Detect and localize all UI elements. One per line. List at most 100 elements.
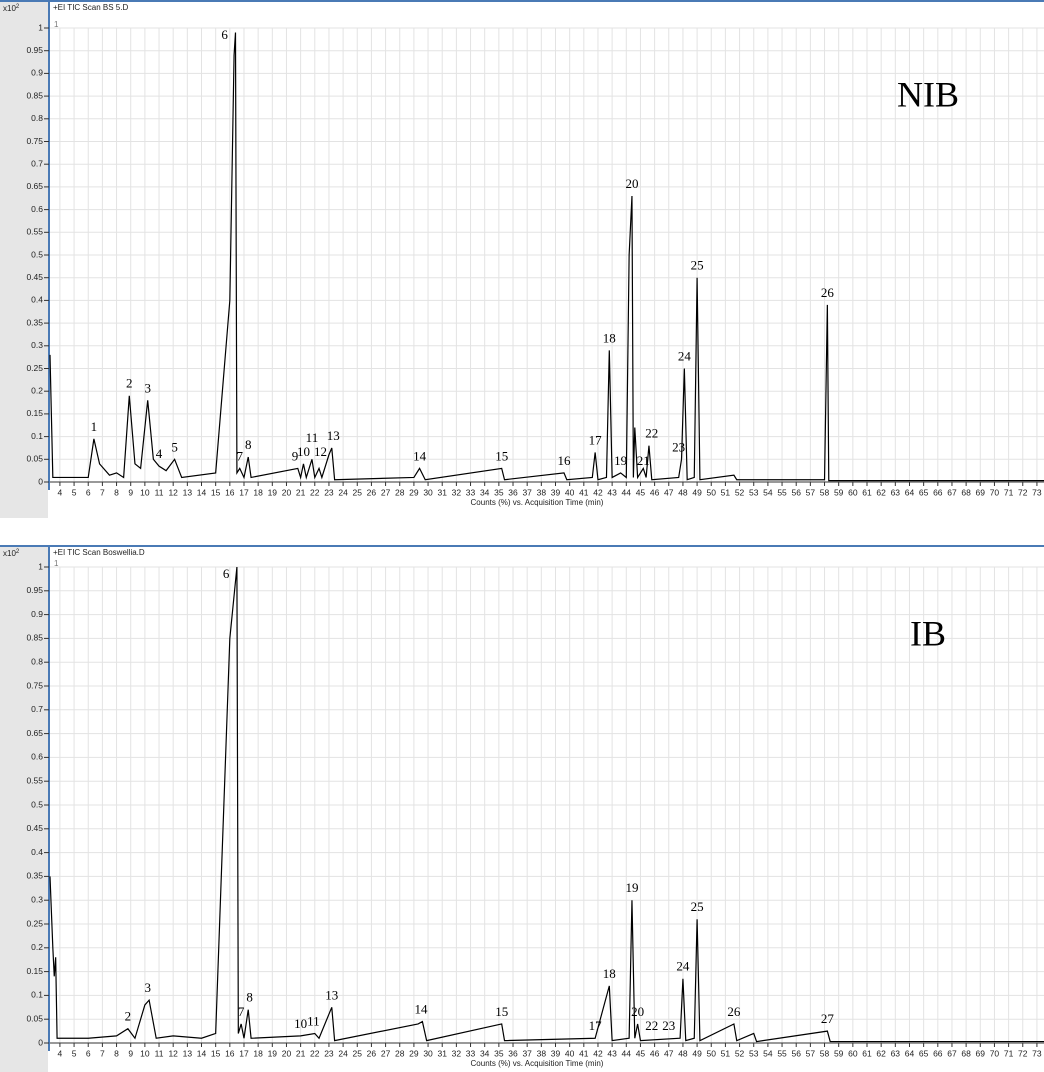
x-tick-label: 71 <box>1004 487 1014 497</box>
x-tick-label: 62 <box>876 1048 886 1058</box>
x-tick-label: 47 <box>664 1048 674 1058</box>
y-tick-label: 0.2 <box>31 385 43 395</box>
x-tick-label: 48 <box>678 1048 688 1058</box>
x-tick-label: 36 <box>508 1048 518 1058</box>
x-tick-label: 68 <box>961 487 971 497</box>
x-tick-label: 9 <box>128 1048 133 1058</box>
x-tick-label: 16 <box>225 1048 235 1058</box>
x-tick-label: 30 <box>423 1048 433 1058</box>
x-tick-label: 45 <box>636 1048 646 1058</box>
x-tick-label: 50 <box>707 1048 717 1058</box>
x-tick-label: 34 <box>480 1048 490 1058</box>
x-tick-label: 51 <box>721 1048 731 1058</box>
x-tick-label: 59 <box>834 487 844 497</box>
x-tick-label: 21 <box>296 487 306 497</box>
x-tick-label: 53 <box>749 487 759 497</box>
x-tick-label: 11 <box>155 1048 164 1058</box>
x-tick-label: 54 <box>763 1048 773 1058</box>
peak-label: 2 <box>126 376 133 391</box>
x-tick-label: 49 <box>692 1048 702 1058</box>
peak-label: 18 <box>603 966 616 981</box>
y-tick-label: 0.2 <box>31 942 43 952</box>
scan-header: +EI TIC Scan Boswellia.D <box>53 548 145 557</box>
x-tick-label: 20 <box>282 487 292 497</box>
x-tick-label: 26 <box>367 487 377 497</box>
x-tick-label: 61 <box>862 487 872 497</box>
y-tick-label: 0.1 <box>31 431 43 441</box>
scale-label-exponent: 2 <box>16 549 20 555</box>
y-tick-label: 0.95 <box>26 585 43 595</box>
x-tick-label: 60 <box>848 487 858 497</box>
peak-label: 12 <box>314 444 327 459</box>
x-tick-label: 24 <box>338 487 348 497</box>
x-tick-label: 22 <box>310 1048 320 1058</box>
x-tick-label: 35 <box>494 487 504 497</box>
peak-label: 6 <box>223 566 230 581</box>
x-tick-label: 57 <box>806 487 816 497</box>
x-tick-label: 59 <box>834 1048 844 1058</box>
x-tick-label: 64 <box>905 487 915 497</box>
x-tick-label: 14 <box>197 1048 207 1058</box>
x-tick-label: 40 <box>565 487 575 497</box>
peak-label: 20 <box>625 176 638 191</box>
x-tick-label: 55 <box>777 1048 787 1058</box>
chromatogram-panel: 0 0.05 0.1 0.15 0.2 0.25 0.3 0.35 0.4 0.45 0.5 0.55… <box>0 0 1044 518</box>
x-tick-label: 19 <box>268 487 278 497</box>
y-tick-label: 0.05 <box>26 1013 43 1023</box>
y-tick-label: 0.9 <box>31 68 43 78</box>
scan-header: +EI TIC Scan BS 5.D <box>53 3 128 12</box>
sample-label: IB <box>910 613 946 653</box>
peak-label: 4 <box>156 446 163 461</box>
y-tick-label: 0.3 <box>31 894 43 904</box>
x-tick-label: 17 <box>239 487 249 497</box>
sample-label: NIB <box>897 74 959 114</box>
y-tick-label: 0.55 <box>26 775 43 785</box>
y-tick-label: 0.7 <box>31 704 43 714</box>
x-tick-label: 45 <box>636 487 646 497</box>
peak-label: 19 <box>625 880 638 895</box>
x-tick-label: 28 <box>395 1048 405 1058</box>
x-tick-label: 66 <box>933 487 943 497</box>
x-tick-label: 70 <box>990 487 1000 497</box>
x-tick-label: 50 <box>707 487 717 497</box>
x-tick-label: 48 <box>678 487 688 497</box>
x-tick-label: 12 <box>168 1048 178 1058</box>
peak-label: 9 <box>292 448 299 463</box>
x-tick-label: 64 <box>905 1048 915 1058</box>
x-tick-label: 15 <box>211 487 221 497</box>
peak-label: 5 <box>171 439 178 454</box>
peak-label: 15 <box>495 1004 508 1019</box>
y-tick-label: 0.85 <box>26 90 43 100</box>
y-tick-label: 0.7 <box>31 158 43 168</box>
x-tick-label: 42 <box>593 1048 603 1058</box>
x-tick-label: 67 <box>947 1048 957 1058</box>
x-axis-title: Counts (%) vs. Acquisition Time (min) <box>471 498 604 507</box>
scale-label-base: x10 <box>3 4 16 13</box>
x-tick-label: 12 <box>168 487 178 497</box>
x-tick-label: 6 <box>86 487 91 497</box>
x-tick-label: 60 <box>848 1048 858 1058</box>
peak-label: 27 <box>821 1011 835 1026</box>
y-tick-label: 0 <box>38 476 43 486</box>
x-tick-label: 46 <box>650 1048 660 1058</box>
peak-label: 22 <box>645 426 658 441</box>
peak-label: 3 <box>144 380 151 395</box>
y-tick-label: 0.25 <box>26 918 43 928</box>
x-tick-label: 70 <box>990 1048 1000 1058</box>
peak-label: 7 <box>238 1004 245 1019</box>
tic-trace <box>49 32 1044 482</box>
y-tick-label: 0.25 <box>26 363 43 373</box>
x-tick-label: 27 <box>381 1048 391 1058</box>
x-tick-label: 43 <box>607 1048 617 1058</box>
x-tick-label: 69 <box>976 487 986 497</box>
x-tick-label: 71 <box>1004 1048 1014 1058</box>
peak-label: 6 <box>221 27 228 42</box>
peak-label: 13 <box>327 428 340 443</box>
x-tick-label: 14 <box>197 487 207 497</box>
x-tick-label: 7 <box>100 1048 105 1058</box>
peak-label: 8 <box>245 437 252 452</box>
peak-label: 17 <box>589 1018 603 1033</box>
scale-label: x102 <box>3 4 20 14</box>
y-tick-label: 0.15 <box>26 966 43 976</box>
